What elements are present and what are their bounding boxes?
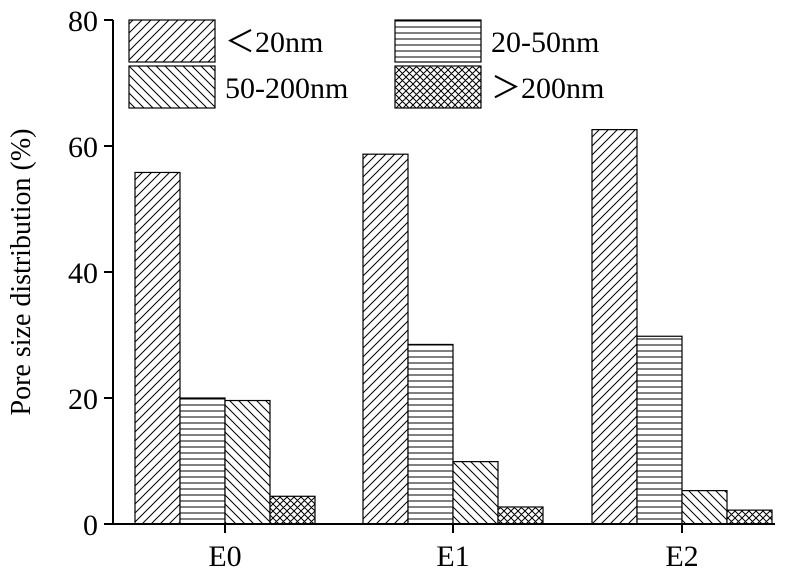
x-tick-label-E2: E2	[665, 540, 698, 573]
bar-E0-series-4	[269, 495, 316, 525]
bar-E2-series-2	[636, 335, 683, 525]
legend-swatch-series-2	[394, 19, 482, 63]
y-ticks-group: 0 20 40 60 80	[68, 5, 113, 542]
bar-E1-series-1	[362, 153, 409, 525]
x-ticks-group: E0 E1 E2	[208, 524, 699, 573]
legend-label-series-4: ＞200nm	[491, 72, 604, 105]
legend-swatch-series-3	[128, 65, 216, 109]
x-tick-label-E1: E1	[436, 540, 469, 573]
bar-E0-series-3	[224, 399, 271, 525]
y-tick-label: 40	[68, 257, 98, 290]
bar-E0-series-1	[134, 171, 181, 525]
bar-E0-series-2	[179, 397, 226, 525]
bars-group	[134, 129, 773, 525]
legend-label-series-1: ＜20nm	[225, 26, 323, 59]
bar-E2-series-4	[726, 509, 773, 525]
legend-label-series-3: 50-200nm	[225, 72, 348, 105]
y-axis-title: Pore size distribution (%)	[6, 129, 37, 416]
bar-E2-series-3	[681, 490, 728, 525]
legend-swatch-series-4	[394, 65, 482, 109]
legend: ＜20nm 20-50nm 50-200nm ＞200nm	[128, 19, 604, 109]
legend-label-series-2: 20-50nm	[491, 26, 599, 59]
legend-swatch-series-1	[128, 19, 216, 63]
y-tick-label: 0	[83, 509, 98, 542]
x-tick-label-E0: E0	[208, 540, 241, 573]
bar-E1-series-3	[452, 461, 499, 525]
y-tick-label: 60	[68, 131, 98, 164]
y-tick-label: 20	[68, 383, 98, 416]
bar-E2-series-1	[591, 129, 638, 525]
bar-E1-series-4	[497, 506, 544, 525]
bar-E1-series-2	[407, 343, 454, 525]
y-tick-label: 80	[68, 5, 98, 38]
